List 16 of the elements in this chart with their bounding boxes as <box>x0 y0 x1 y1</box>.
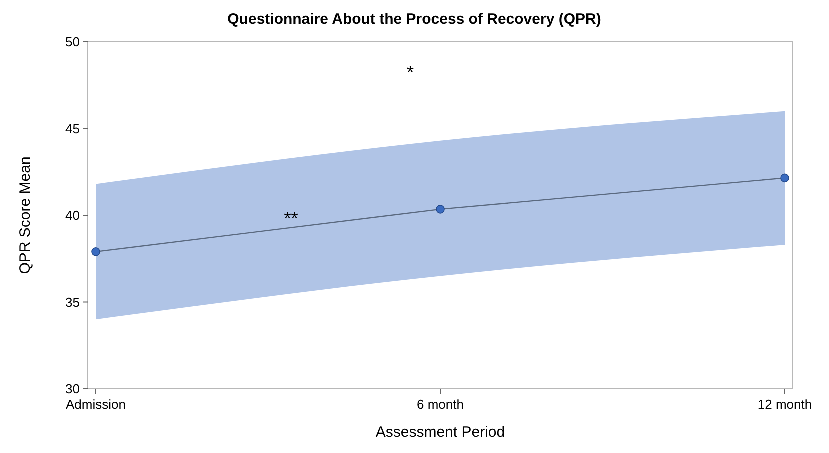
point <box>92 248 100 256</box>
point <box>436 205 445 214</box>
point <box>780 174 790 183</box>
x-tick-label: 6 month <box>417 397 464 412</box>
y-tick-label: 50 <box>66 34 80 50</box>
x-tick-label: 12 month <box>758 397 812 412</box>
y-tick-label: 30 <box>66 382 80 397</box>
annotation: * <box>406 62 414 82</box>
y-tick-label: 40 <box>66 208 80 224</box>
y-tick-label: 45 <box>66 121 80 136</box>
y-axis-title: QPR Score Mean <box>17 156 34 274</box>
y-tick-label: 35 <box>66 294 80 310</box>
x-axis-title: Assessment Period <box>376 424 506 441</box>
chart-title: Questionnaire About the Process of Recovery (QPR) <box>228 11 602 28</box>
annotation: ** <box>284 208 298 228</box>
x-tick-label: Admission <box>66 397 126 412</box>
